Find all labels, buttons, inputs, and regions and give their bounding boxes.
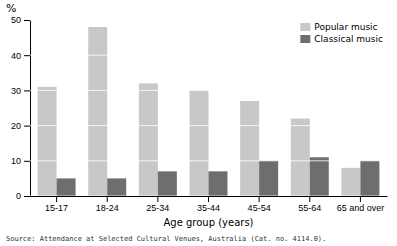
y-tick: 30 — [11, 86, 30, 96]
x-tick: 25-34 — [146, 196, 169, 213]
legend-swatch — [300, 23, 310, 31]
y-tick-mark — [24, 161, 30, 162]
legend-item: Classical music — [300, 34, 383, 44]
y-axis-line — [30, 21, 31, 197]
y-tick: 40 — [11, 51, 30, 61]
bars — [38, 27, 380, 196]
grid-line — [30, 196, 387, 197]
grid-line — [30, 20, 387, 21]
x-tick-label: 18-24 — [96, 203, 119, 213]
x-tick-mark — [56, 196, 57, 202]
y-tick-label: 0 — [16, 191, 21, 201]
bar — [88, 27, 107, 196]
x-axis: 15-17 18-24 25-34 35-44 45-54 55-64 65 and ove… — [31, 196, 388, 213]
x-tick-mark — [157, 196, 158, 202]
grid-line — [30, 90, 387, 91]
y-tick-label: 40 — [11, 51, 21, 61]
y-tick-label: 10 — [11, 156, 21, 166]
legend-swatch — [300, 35, 310, 43]
grid-line — [30, 125, 387, 126]
series — [57, 157, 380, 196]
bar — [209, 171, 228, 196]
x-tick-mark — [360, 196, 361, 202]
y-tick-mark — [24, 55, 30, 56]
x-tick: 65 and over — [337, 196, 385, 213]
x-tick: 18-24 — [96, 196, 119, 213]
x-tick: 15-17 — [45, 196, 68, 213]
y-tick-mark — [24, 126, 30, 127]
legend: Popular music Classical music — [300, 22, 383, 44]
x-tick: 55-64 — [298, 196, 321, 213]
x-tick-mark — [259, 196, 260, 202]
bar — [259, 161, 278, 196]
y-tick-mark — [24, 196, 30, 197]
plot: 0 10 20 30 40 50 15-17 18-24 25-34 35-44 45-54 55-6… — [6, 2, 388, 228]
y-tick-label: 50 — [11, 15, 21, 25]
x-tick-label: 15-17 — [45, 203, 68, 213]
bar — [240, 101, 259, 196]
bar — [341, 168, 360, 196]
x-tick-label: 25-34 — [146, 203, 169, 213]
y-tick: 0 — [16, 191, 30, 201]
bar — [139, 83, 158, 196]
x-tick-label: 35-44 — [197, 203, 220, 213]
series — [38, 27, 361, 196]
y-tick: 10 — [11, 156, 30, 166]
bar — [310, 157, 329, 196]
x-tick: 45-54 — [248, 196, 271, 213]
bar — [158, 171, 177, 196]
x-axis-title: Age group (years) — [163, 217, 253, 228]
y-tick: 20 — [11, 121, 30, 131]
x-tick-mark — [107, 196, 108, 202]
x-tick-label: 45-54 — [248, 203, 271, 213]
bar — [38, 87, 57, 196]
x-tick-mark — [208, 196, 209, 202]
x-tick-label: 65 and over — [337, 203, 385, 213]
bar — [107, 178, 126, 196]
annotation: Source: Attendance at Selected Cultural … — [6, 235, 326, 243]
chart-svg: 0 10 20 30 40 50 15-17 18-24 25-34 35-44 45-54 55-6… — [0, 0, 397, 246]
grid-line — [30, 160, 387, 161]
bar — [57, 178, 76, 196]
y-tick-label: 30 — [11, 86, 21, 96]
x-tick-label: 55-64 — [298, 203, 321, 213]
legend-label: Classical music — [314, 34, 383, 44]
x-tick-mark — [309, 196, 310, 202]
grid — [30, 20, 387, 196]
bar — [291, 119, 310, 196]
y-axis-title: % — [6, 2, 16, 15]
y-tick-label: 20 — [11, 121, 21, 131]
y-tick-mark — [24, 20, 30, 21]
bar — [360, 161, 379, 196]
y-tick-mark — [24, 90, 30, 91]
grid-line — [30, 55, 387, 56]
x-tick: 35-44 — [197, 196, 220, 213]
y-axis: 0 10 20 30 40 50 — [11, 15, 31, 201]
bar — [190, 90, 209, 196]
legend-label: Popular music — [314, 22, 377, 32]
legend-item: Popular music — [300, 22, 377, 32]
y-tick: 50 — [11, 15, 30, 25]
